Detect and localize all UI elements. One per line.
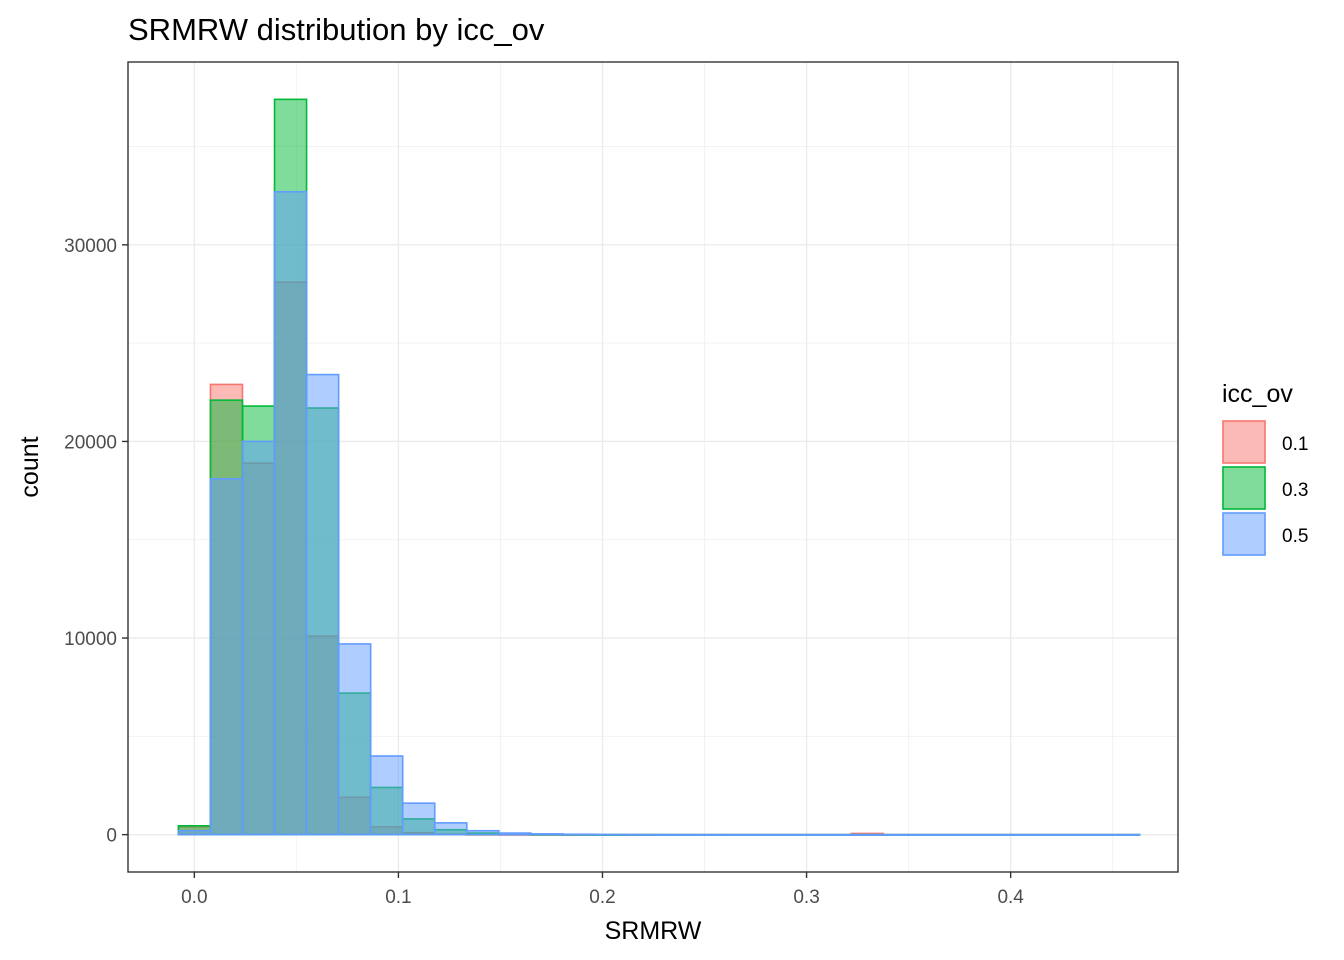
legend-key: [1222, 420, 1266, 464]
x-tick-label: 0.3: [793, 887, 819, 908]
y-tick-label: 20000: [64, 432, 117, 453]
y-tick-label: 30000: [64, 236, 117, 257]
series-0.5: [177, 190, 1141, 836]
bar: [754, 833, 788, 836]
bar: [626, 833, 660, 836]
y-axis: 0 10000 20000 30000: [64, 236, 128, 847]
bar: [401, 802, 436, 836]
bar: [882, 833, 917, 836]
bar: [658, 833, 692, 836]
legend-label: 0.1: [1282, 434, 1308, 455]
legend-label: 0.5: [1282, 526, 1308, 547]
bar: [498, 832, 532, 836]
y-axis-title: count: [16, 436, 44, 497]
bar: [978, 833, 1013, 836]
bar: [818, 833, 853, 836]
bar: [1106, 833, 1141, 836]
bar: [530, 833, 564, 836]
bar: [690, 833, 724, 836]
bar: [722, 833, 756, 836]
bar: [850, 833, 885, 836]
bar: [562, 833, 596, 836]
legend-title: icc_ov: [1222, 380, 1293, 408]
x-tick-label: 0.2: [589, 887, 615, 908]
bar: [946, 833, 981, 836]
bars-layer: [177, 98, 1141, 836]
bar: [177, 829, 212, 836]
legend-key: [1222, 512, 1266, 556]
bar: [305, 373, 340, 836]
bar: [1074, 833, 1109, 836]
x-tick-label: 0.1: [385, 887, 411, 908]
x-tick-label: 0.4: [997, 887, 1024, 908]
bar: [786, 833, 821, 836]
x-tick-label: 0.0: [181, 887, 207, 908]
plot-border: [127, 61, 1179, 873]
bar: [241, 440, 276, 836]
legend: icc_ov 0.1 0.3 0.5: [1222, 380, 1308, 556]
bar: [433, 822, 468, 836]
chart-title: SRMRW distribution by icc_ov: [128, 12, 545, 47]
bar: [337, 643, 372, 836]
x-axis: 0.0 0.1 0.2 0.3 0.4: [181, 872, 1024, 908]
bar: [465, 829, 500, 836]
legend-label: 0.3: [1282, 480, 1308, 501]
bar: [209, 477, 244, 836]
bar: [914, 833, 949, 836]
bar: [594, 833, 628, 836]
y-tick-label: 0: [106, 826, 117, 847]
bar: [369, 755, 404, 836]
bar: [1042, 833, 1077, 836]
bar: [1010, 833, 1045, 836]
legend-key: [1222, 466, 1266, 510]
x-axis-title: SRMRW: [605, 917, 702, 945]
bar: [273, 190, 308, 836]
y-tick-label: 10000: [64, 629, 117, 650]
